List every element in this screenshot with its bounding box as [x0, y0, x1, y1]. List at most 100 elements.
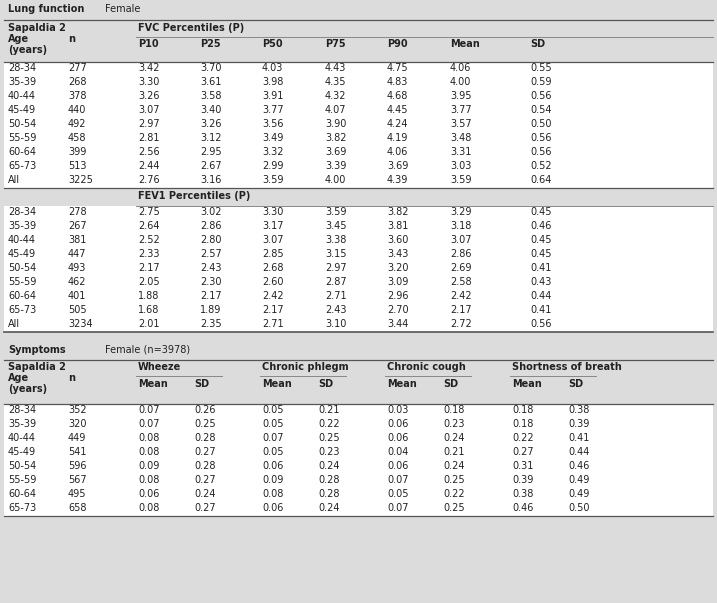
Text: 0.56: 0.56 — [530, 319, 551, 329]
Bar — [4, 90, 713, 104]
Text: 2.17: 2.17 — [138, 263, 160, 273]
Text: 2.71: 2.71 — [262, 319, 284, 329]
Text: 2.67: 2.67 — [200, 161, 222, 171]
Text: 567: 567 — [68, 475, 87, 485]
Text: Mean: Mean — [512, 379, 542, 389]
Bar — [4, 342, 713, 360]
Text: 0.41: 0.41 — [530, 305, 551, 315]
Text: 60-64: 60-64 — [8, 489, 36, 499]
Bar — [4, 206, 713, 220]
Text: 2.97: 2.97 — [325, 263, 346, 273]
Text: 0.50: 0.50 — [530, 119, 551, 129]
Text: 3.30: 3.30 — [262, 207, 283, 217]
Text: 3.57: 3.57 — [450, 119, 472, 129]
Text: 3.77: 3.77 — [450, 105, 472, 115]
Text: 0.55: 0.55 — [530, 63, 551, 73]
Text: 2.64: 2.64 — [138, 221, 159, 231]
Text: 0.44: 0.44 — [568, 447, 589, 457]
Text: 4.83: 4.83 — [387, 77, 409, 87]
Bar — [4, 2, 713, 20]
Text: 0.27: 0.27 — [194, 447, 216, 457]
Text: 0.24: 0.24 — [318, 461, 340, 471]
Text: 0.05: 0.05 — [262, 419, 283, 429]
Text: 0.45: 0.45 — [530, 235, 551, 245]
Text: 3.17: 3.17 — [262, 221, 283, 231]
Text: 0.41: 0.41 — [530, 263, 551, 273]
Bar — [4, 62, 713, 76]
Text: 658: 658 — [68, 503, 87, 513]
Text: 4.32: 4.32 — [325, 91, 346, 101]
Bar — [4, 360, 713, 404]
Text: 0.18: 0.18 — [512, 405, 533, 415]
Bar — [4, 160, 713, 174]
Text: 0.39: 0.39 — [512, 475, 533, 485]
Text: 0.06: 0.06 — [387, 433, 409, 443]
Text: 2.17: 2.17 — [450, 305, 472, 315]
Text: n: n — [68, 373, 75, 383]
Text: 0.25: 0.25 — [443, 475, 465, 485]
Text: FEV1 Percentiles (P): FEV1 Percentiles (P) — [138, 191, 250, 201]
Text: 492: 492 — [68, 119, 87, 129]
Text: 0.05: 0.05 — [262, 405, 283, 415]
Text: 4.03: 4.03 — [262, 63, 283, 73]
Text: 2.81: 2.81 — [138, 133, 159, 143]
Text: 3.20: 3.20 — [387, 263, 409, 273]
Text: 0.08: 0.08 — [262, 489, 283, 499]
Text: 0.05: 0.05 — [262, 447, 283, 457]
Text: 0.50: 0.50 — [568, 503, 589, 513]
Text: Mean: Mean — [262, 379, 292, 389]
Text: 3.91: 3.91 — [262, 91, 283, 101]
Text: 3.69: 3.69 — [387, 161, 409, 171]
Text: P10: P10 — [138, 39, 158, 49]
Text: 2.86: 2.86 — [450, 249, 472, 259]
Bar — [4, 76, 713, 90]
Text: 3.59: 3.59 — [325, 207, 346, 217]
Text: 0.23: 0.23 — [318, 447, 340, 457]
Text: 0.25: 0.25 — [194, 419, 216, 429]
Text: FVC Percentiles (P): FVC Percentiles (P) — [138, 23, 244, 33]
Text: 3.60: 3.60 — [387, 235, 409, 245]
Text: 0.28: 0.28 — [194, 461, 216, 471]
Text: 3.40: 3.40 — [200, 105, 222, 115]
Text: 4.19: 4.19 — [387, 133, 409, 143]
Text: 440: 440 — [68, 105, 86, 115]
Text: 0.07: 0.07 — [262, 433, 283, 443]
Text: 2.05: 2.05 — [138, 277, 160, 287]
Text: 0.49: 0.49 — [568, 489, 589, 499]
Bar — [4, 474, 713, 488]
Bar — [4, 188, 713, 206]
Text: 65-73: 65-73 — [8, 161, 37, 171]
Text: 2.97: 2.97 — [138, 119, 160, 129]
Text: 55-59: 55-59 — [8, 475, 37, 485]
Text: 278: 278 — [68, 207, 87, 217]
Text: 3.03: 3.03 — [450, 161, 471, 171]
Text: 4.39: 4.39 — [387, 175, 409, 185]
Text: 0.06: 0.06 — [387, 461, 409, 471]
Text: SD: SD — [318, 379, 333, 389]
Text: 462: 462 — [68, 277, 87, 287]
Text: 2.96: 2.96 — [387, 291, 409, 301]
Text: Mean: Mean — [138, 379, 168, 389]
Text: 3.42: 3.42 — [138, 63, 159, 73]
Text: 493: 493 — [68, 263, 86, 273]
Text: 3.10: 3.10 — [325, 319, 346, 329]
Text: 0.07: 0.07 — [387, 503, 409, 513]
Text: 0.56: 0.56 — [530, 91, 551, 101]
Text: 0.22: 0.22 — [443, 489, 465, 499]
Text: 3.49: 3.49 — [262, 133, 283, 143]
Bar — [4, 132, 713, 146]
Text: 0.06: 0.06 — [262, 503, 283, 513]
Text: 2.43: 2.43 — [325, 305, 346, 315]
Text: 0.28: 0.28 — [318, 475, 340, 485]
Text: 2.17: 2.17 — [262, 305, 284, 315]
Text: 3225: 3225 — [68, 175, 93, 185]
Text: 320: 320 — [68, 419, 87, 429]
Bar — [4, 446, 713, 460]
Bar — [4, 290, 713, 304]
Text: 2.33: 2.33 — [138, 249, 159, 259]
Text: 458: 458 — [68, 133, 87, 143]
Text: Age: Age — [8, 373, 29, 383]
Text: 0.24: 0.24 — [443, 433, 465, 443]
Bar — [4, 174, 713, 188]
Bar — [4, 460, 713, 474]
